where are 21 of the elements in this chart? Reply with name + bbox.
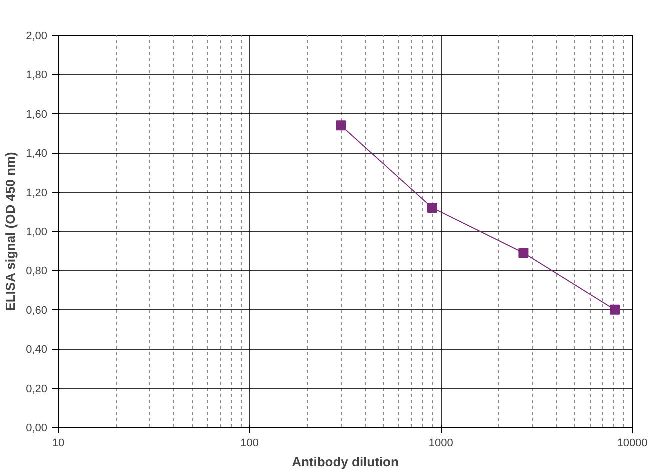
y-tick-label: 1,00 [26, 226, 48, 238]
x-axis-title: Antibody dilution [292, 454, 399, 470]
y-tick-label: 2,00 [26, 30, 48, 42]
y-tick-label: 0,60 [26, 304, 48, 317]
point [336, 120, 346, 131]
x-tick-label: 10000 [617, 438, 648, 450]
x-tick-label: 1000 [428, 438, 454, 450]
y-tick-label: 1,20 [26, 187, 48, 200]
y-tick-label: 0,40 [26, 344, 48, 356]
x-tick-label: 100 [240, 438, 260, 450]
y-tick-label: 1,80 [26, 70, 48, 82]
point [518, 248, 529, 258]
y-axis-title: ELISA signal (OD 450 nm) [3, 152, 18, 312]
x-tick-label: 10 [52, 438, 65, 450]
y-tick-label: 0,80 [26, 266, 48, 278]
point [427, 202, 438, 213]
y-tick-label: 0,20 [26, 383, 48, 396]
point [610, 304, 620, 315]
y-tick-label: 0,00 [26, 422, 48, 434]
y-tick-label: 1,40 [26, 148, 48, 160]
y-tick-label: 1,60 [26, 108, 48, 121]
